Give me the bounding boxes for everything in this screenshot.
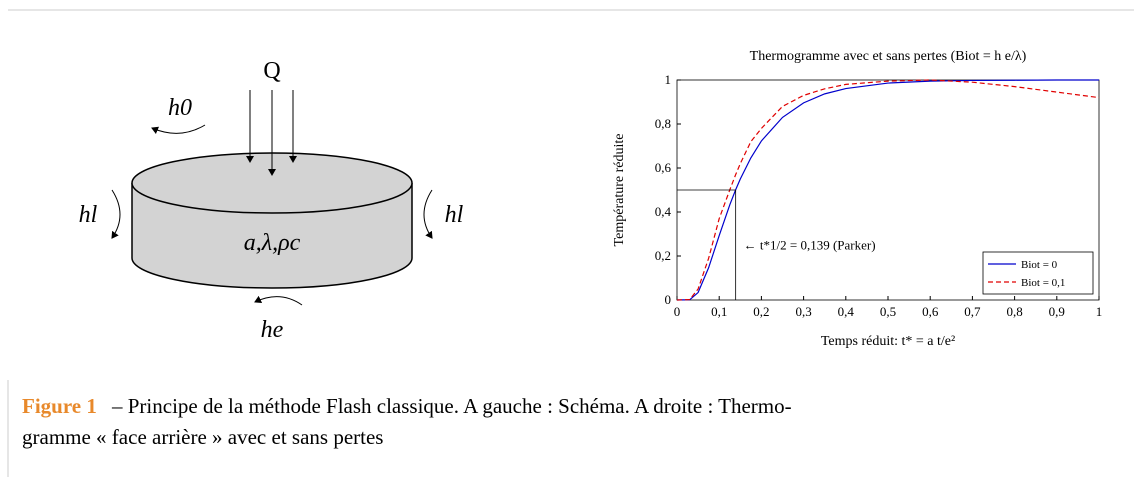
series-line xyxy=(676,79,1100,301)
y-tick-label: 0 xyxy=(665,292,672,307)
annotation-label: ← t*1/2 = 0,139 (Parker) xyxy=(744,237,876,252)
arrow xyxy=(254,295,303,306)
x-tick-label: 0 xyxy=(674,304,681,319)
series-line xyxy=(676,79,1099,301)
legend-box xyxy=(982,251,1094,295)
x-tick-label: 0,7 xyxy=(964,304,981,319)
x-tick-label: 0,5 xyxy=(880,304,896,319)
h-label: he xyxy=(261,317,284,343)
caption-text: – Principe de la méthode Flash classique… xyxy=(111,394,792,418)
legend-label: Biot = 0 xyxy=(1021,259,1058,271)
y-tick-label: 1 xyxy=(665,72,672,87)
h-label: hl xyxy=(445,202,464,228)
caption-text: gramme « face arrière » avec et sans per… xyxy=(22,425,383,449)
x-axis-label: Temps réduit: t* = a t/e² xyxy=(821,334,955,349)
y-axis-label: Température réduite xyxy=(612,134,627,247)
x-tick-label: 0,2 xyxy=(753,304,769,319)
y-tick-label: 0,6 xyxy=(655,160,672,175)
x-tick-label: 0,4 xyxy=(838,304,855,319)
caption-label: Figure 1 xyxy=(22,394,97,418)
h-label: h0 xyxy=(168,95,192,121)
arrow xyxy=(111,189,121,239)
y-tick-label: 0,4 xyxy=(655,204,672,219)
x-tick-label: 0,3 xyxy=(795,304,811,319)
arrow xyxy=(423,189,433,239)
heat-label: Q xyxy=(263,58,280,84)
y-tick-label: 0,8 xyxy=(655,116,671,131)
schematic: Q h0 hl hl he a,λ,ρc xyxy=(79,58,464,343)
legend-label: Biot = 0,1 xyxy=(1021,277,1065,289)
arrow xyxy=(151,124,206,135)
properties-label: a,λ,ρc xyxy=(244,230,301,256)
chart-title: Thermogramme avec et sans pertes (Biot =… xyxy=(750,49,1027,64)
x-tick-label: 0,1 xyxy=(711,304,727,319)
x-tick-label: 0,6 xyxy=(922,304,939,319)
x-tick-label: 0,9 xyxy=(1049,304,1065,319)
y-tick-label: 0,2 xyxy=(655,248,671,263)
chart: Thermogramme avec et sans pertes (Biot =… xyxy=(612,49,1102,349)
x-tick-label: 0,8 xyxy=(1006,304,1022,319)
h-label: hl xyxy=(79,202,98,228)
x-tick-label: 1 xyxy=(1096,304,1103,319)
